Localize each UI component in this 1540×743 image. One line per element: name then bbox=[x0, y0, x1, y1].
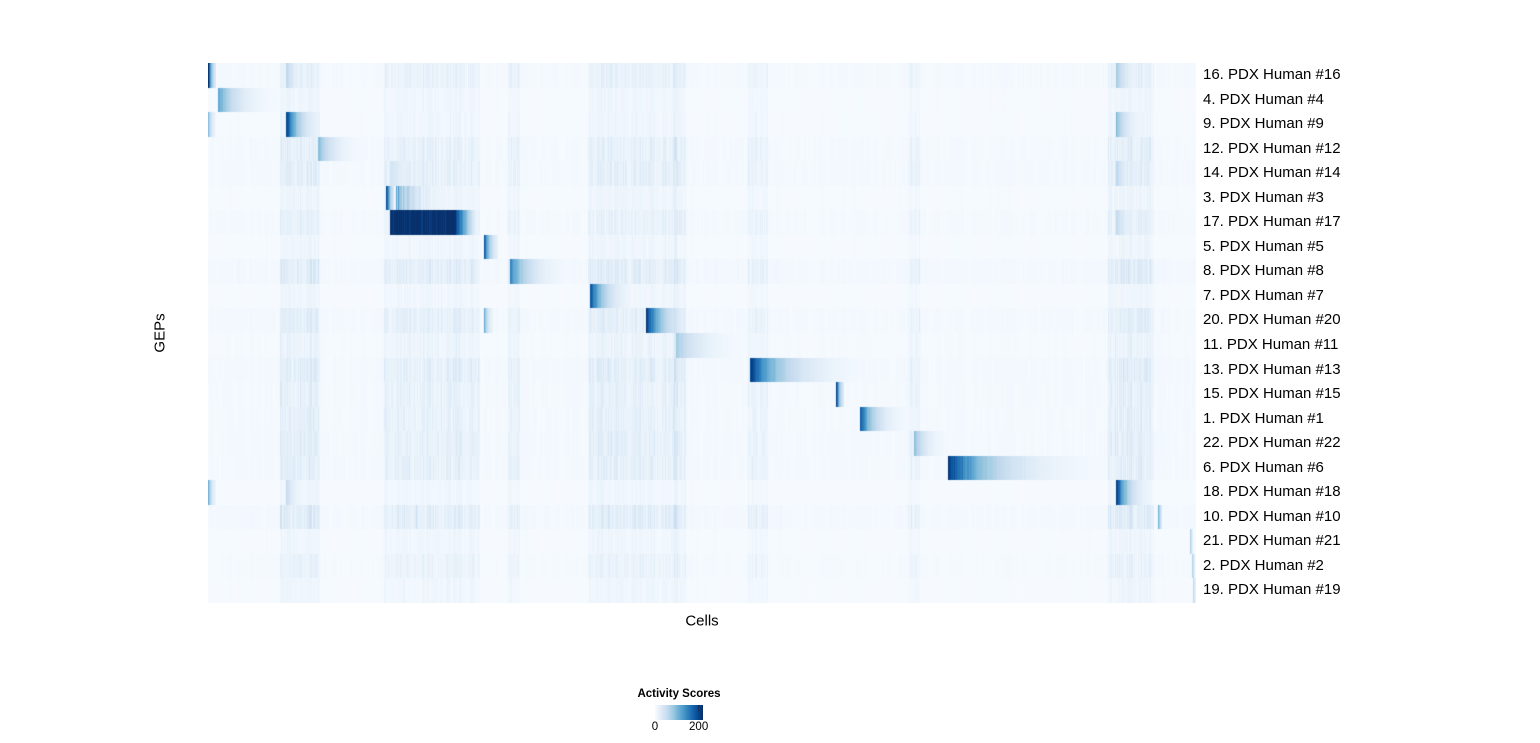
row-label: 22. PDX Human #22 bbox=[1203, 434, 1341, 452]
row-label: 15. PDX Human #15 bbox=[1203, 385, 1341, 403]
row-label: 12. PDX Human #12 bbox=[1203, 139, 1341, 157]
row-label: 5. PDX Human #5 bbox=[1203, 237, 1324, 255]
colorbar-tick bbox=[697, 705, 700, 712]
row-label: 6. PDX Human #6 bbox=[1203, 458, 1324, 476]
heatmap-canvas bbox=[208, 63, 1196, 603]
x-axis-label: Cells bbox=[685, 612, 719, 630]
heatmap-plot-area bbox=[208, 63, 1196, 603]
row-label: 11. PDX Human #11 bbox=[1203, 336, 1339, 353]
row-label: 8. PDX Human #8 bbox=[1203, 262, 1324, 280]
row-label: 1. PDX Human #1 bbox=[1203, 409, 1324, 427]
row-label: 9. PDX Human #9 bbox=[1203, 115, 1324, 133]
y-axis-label: GEPs bbox=[151, 313, 169, 353]
row-label: 16. PDX Human #16 bbox=[1203, 66, 1341, 83]
colorbar-gradient bbox=[655, 705, 703, 720]
colorbar bbox=[655, 705, 703, 720]
colorbar-tick-label: 200 bbox=[689, 721, 709, 733]
row-label: 21. PDX Human #21 bbox=[1203, 532, 1341, 550]
row-label: 2. PDX Human #2 bbox=[1203, 556, 1324, 574]
row-label: 13. PDX Human #13 bbox=[1203, 360, 1341, 378]
colorbar-tick-label: 0 bbox=[651, 721, 659, 733]
row-label: 20. PDX Human #20 bbox=[1203, 311, 1341, 329]
row-label: 10. PDX Human #10 bbox=[1203, 507, 1341, 525]
row-label: 18. PDX Human #18 bbox=[1203, 483, 1341, 501]
row-label: 4. PDX Human #4 bbox=[1203, 90, 1324, 108]
row-label: 3. PDX Human #3 bbox=[1203, 188, 1324, 206]
row-label: 19. PDX Human #19 bbox=[1203, 581, 1341, 599]
row-label: 14. PDX Human #14 bbox=[1203, 164, 1341, 182]
colorbar-title: Activity Scores bbox=[637, 688, 721, 700]
row-label: 7. PDX Human #7 bbox=[1203, 286, 1324, 304]
row-label-list: 16. PDX Human #16 4. PDX Human #4 9. PDX H… bbox=[1203, 63, 1533, 603]
row-label: 17. PDX Human #17 bbox=[1203, 213, 1341, 231]
